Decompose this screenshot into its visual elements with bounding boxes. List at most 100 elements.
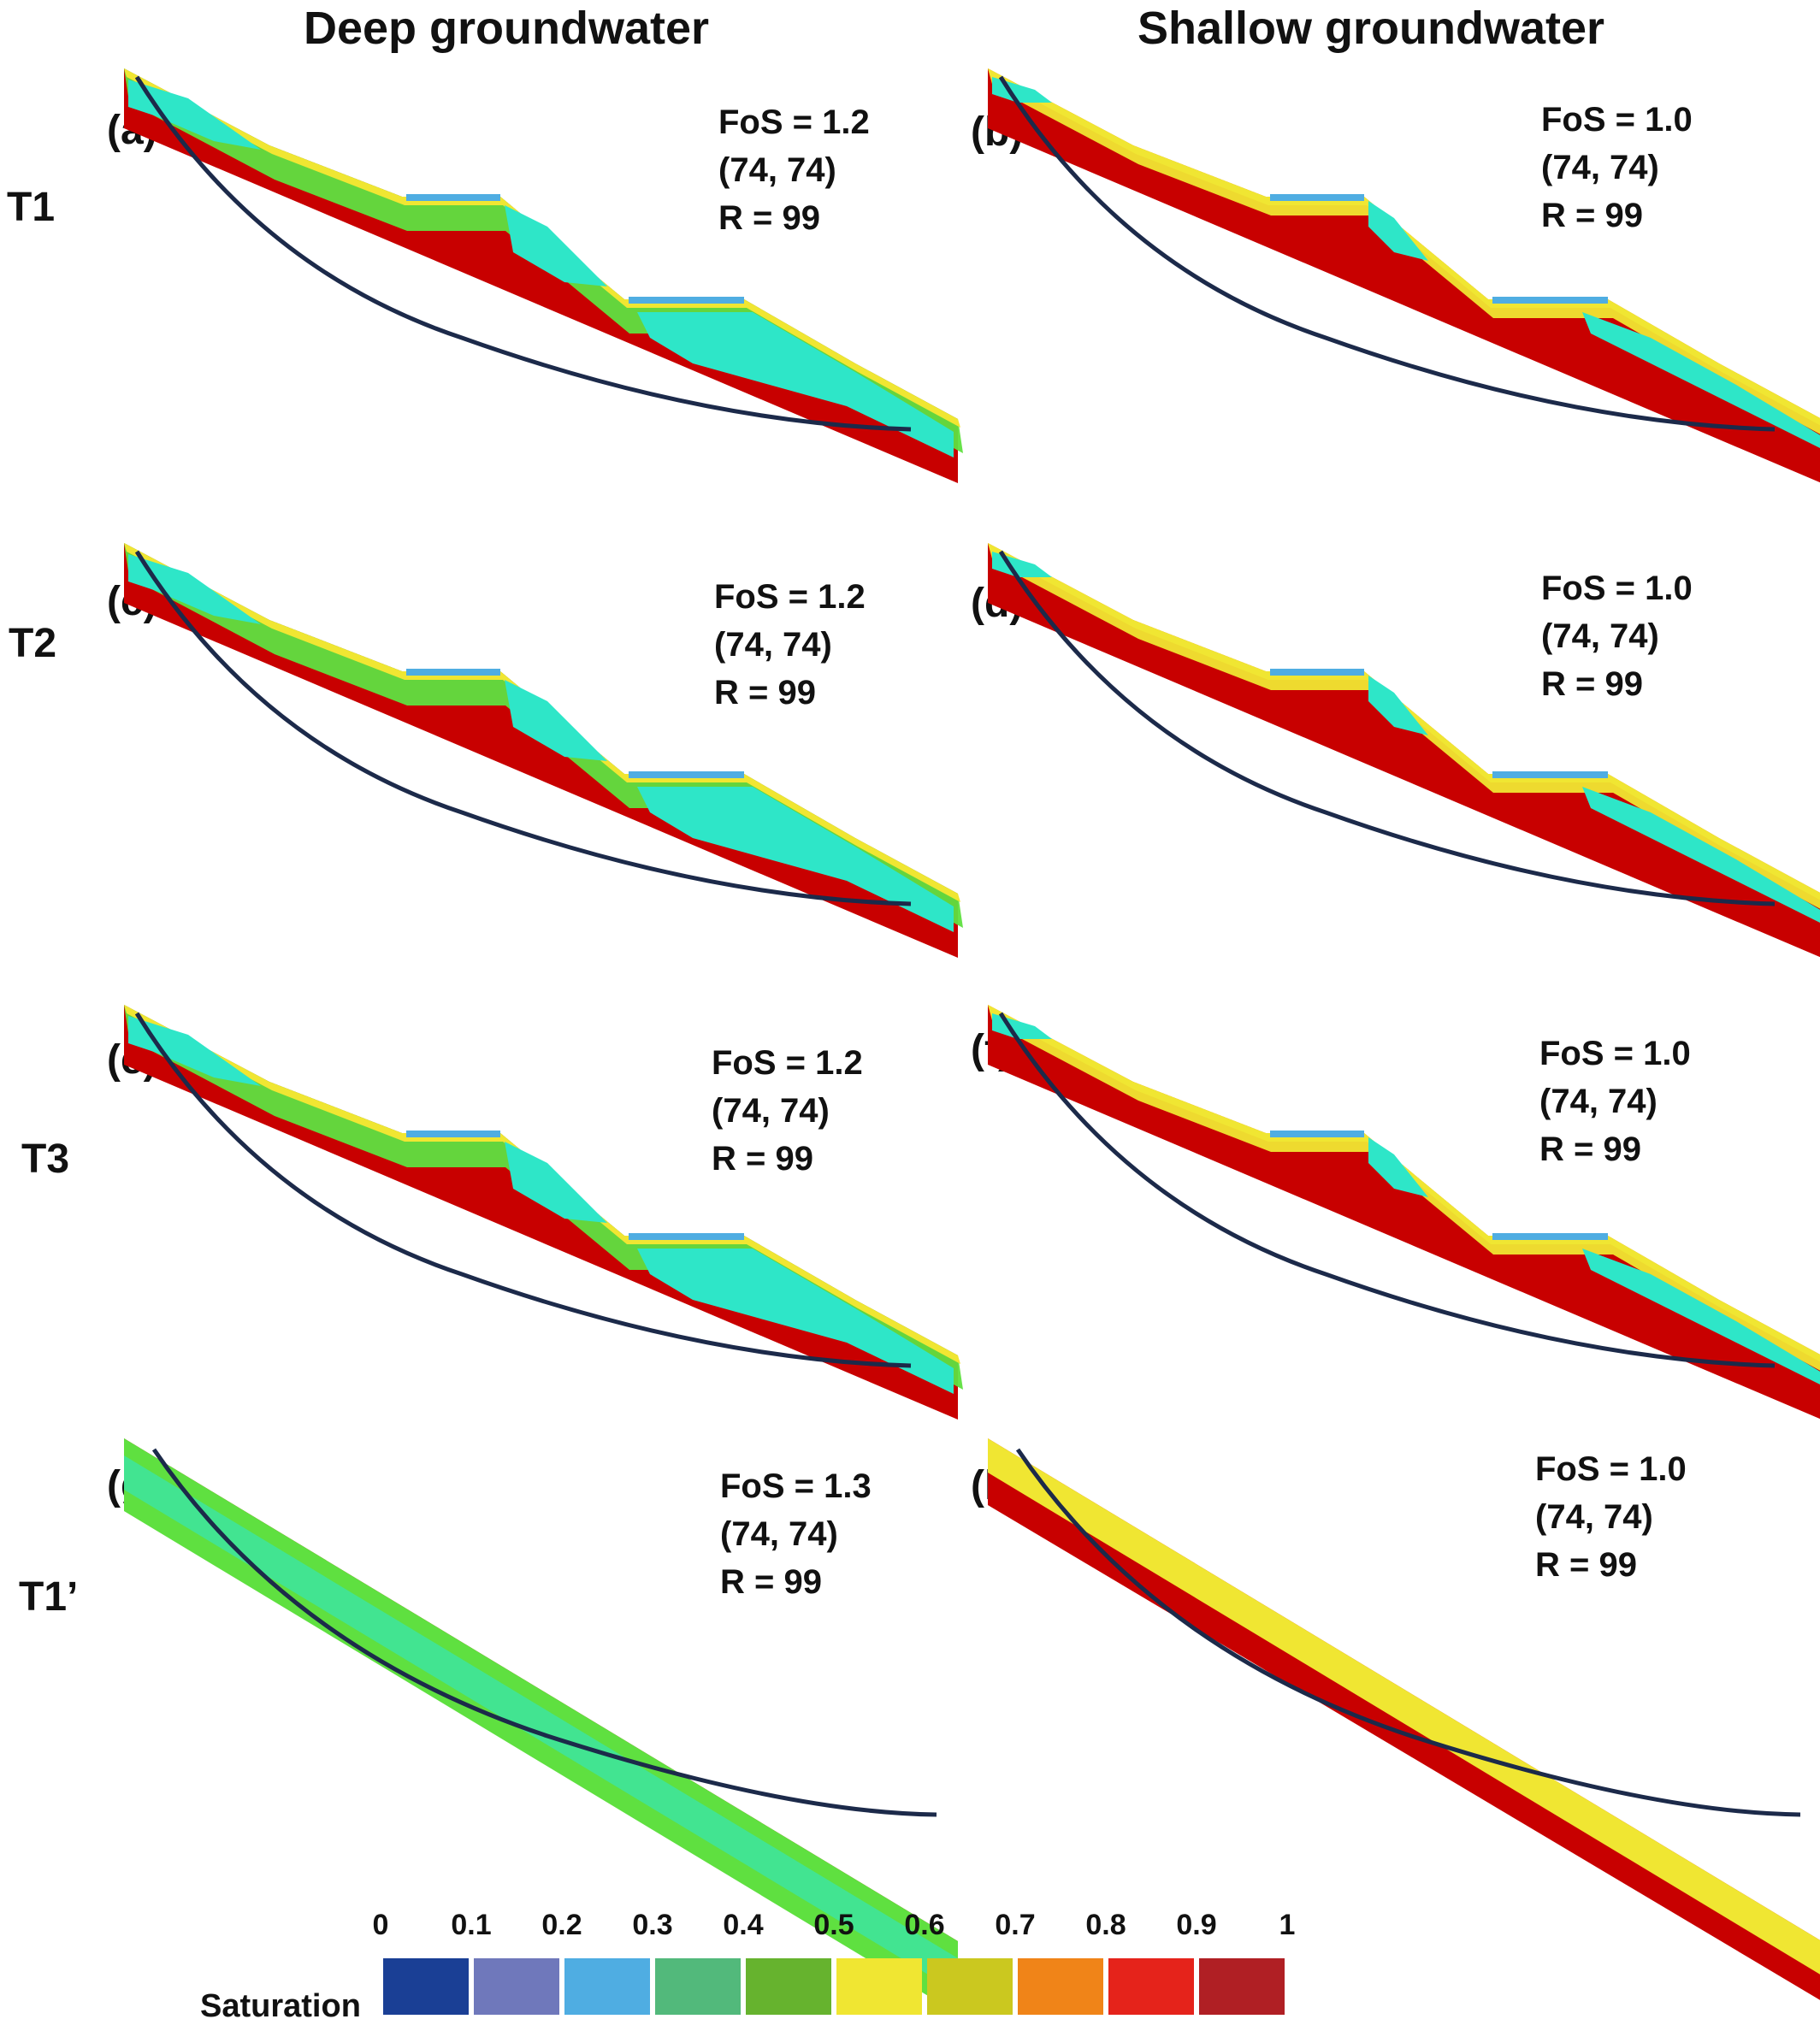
- slip-radius-label: R = 99: [1541, 197, 1643, 234]
- annotation: FoS = 1.0 (74, 74) R = 99: [1535, 1445, 1687, 1589]
- ponded-water-lower: [1492, 297, 1608, 304]
- dry-core-middle: [505, 1142, 607, 1223]
- dry-core-lower: [1582, 1249, 1820, 1384]
- annotation: FoS = 1.2 (74, 74) R = 99: [712, 1039, 863, 1183]
- slip-center-label: (74, 74): [1535, 1498, 1653, 1536]
- ponded-water-upper: [406, 1131, 500, 1137]
- slip-radius-label: R = 99: [720, 1563, 822, 1601]
- dry-core-middle: [505, 680, 607, 761]
- slope-section: [988, 543, 1820, 958]
- panel-a: (a) FoS = 1.2 (74, 74) R = 99: [103, 68, 966, 560]
- annotation: FoS = 1.0 (74, 74) R = 99: [1541, 96, 1693, 239]
- legend-title: Saturation: [200, 1988, 361, 2024]
- dry-core-upper: [128, 80, 261, 150]
- fos-label: FoS = 1.2: [714, 578, 866, 616]
- slope-section: [124, 1005, 963, 1420]
- dry-core-middle: [1368, 1137, 1428, 1197]
- legend-tick: 0.4: [723, 1909, 764, 1941]
- dry-core-middle: [1368, 201, 1428, 261]
- ponded-water-lower: [1492, 771, 1608, 778]
- slip-surface: [998, 550, 1776, 906]
- dry-core-lower: [637, 787, 954, 932]
- annotation: FoS = 1.3 (74, 74) R = 99: [720, 1462, 872, 1606]
- slip-surface: [134, 75, 912, 432]
- panel-h: (h) FoS = 1.0 (74, 74) R = 99: [966, 1438, 1820, 2000]
- row-label-t1-prime: T1’: [19, 1574, 79, 1620]
- legend-tick: 0.1: [451, 1909, 492, 1941]
- ponded-water-upper: [1270, 194, 1364, 201]
- dry-core-lower: [1582, 787, 1820, 923]
- legend-tick: 0.5: [813, 1909, 854, 1941]
- unsaturated-band: [988, 1438, 1820, 1975]
- legend-swatch: [655, 1958, 741, 2015]
- dry-core-upper: [128, 1016, 261, 1086]
- legend-tick: 1: [1279, 1909, 1296, 1941]
- annotation: FoS = 1.2 (74, 74) R = 99: [718, 98, 870, 242]
- slope-section: [124, 543, 963, 958]
- saturated-zone: [988, 68, 1820, 483]
- slip-center-label: (74, 74): [1541, 149, 1659, 186]
- ponded-water-lower: [629, 771, 744, 778]
- ponded-water-lower: [629, 1233, 744, 1240]
- row-label-t3: T3: [21, 1136, 70, 1182]
- ponded-water-upper: [1270, 1131, 1364, 1137]
- slope-section: [124, 1438, 958, 2014]
- slip-surface: [998, 1012, 1776, 1368]
- slip-surface: [998, 75, 1776, 432]
- fos-label: FoS = 1.0: [1541, 101, 1693, 139]
- fos-label: FoS = 1.3: [720, 1467, 872, 1505]
- column-title-shallow: Shallow groundwater: [1138, 3, 1605, 54]
- dry-core: [124, 1455, 958, 1993]
- dry-core-middle: [1368, 676, 1428, 735]
- slope-section: [988, 1005, 1820, 1420]
- ponded-water-lower: [1492, 1233, 1608, 1240]
- slip-center-label: (74, 74): [712, 1092, 830, 1130]
- legend-swatch: [746, 1958, 831, 2015]
- row-label-t2: T2: [9, 621, 57, 666]
- legend-tick: 0.3: [632, 1909, 673, 1941]
- slip-radius-label: R = 99: [1541, 665, 1643, 703]
- slope-section: [988, 1438, 1820, 2000]
- slip-radius-label: R = 99: [718, 199, 820, 237]
- column-title-deep: Deep groundwater: [304, 3, 710, 54]
- legend-swatch: [1108, 1958, 1194, 2015]
- panel-c: (c) FoS = 1.2 (74, 74) R = 99: [103, 543, 966, 1035]
- panel-f: (f) FoS = 1.0 (74, 74) R = 99: [966, 1005, 1820, 1497]
- slip-center-label: (74, 74): [714, 626, 832, 664]
- panel-e: (e) FoS = 1.2 (74, 74) R = 99: [103, 1005, 966, 1497]
- slip-surface: [134, 1012, 912, 1368]
- legend-swatch: [383, 1958, 469, 2015]
- legend-swatch: [564, 1958, 650, 2015]
- annotation: FoS = 1.0 (74, 74) R = 99: [1539, 1030, 1691, 1173]
- dry-core-lower: [637, 312, 954, 458]
- dry-core-middle: [505, 205, 607, 286]
- annotation: FoS = 1.2 (74, 74) R = 99: [714, 573, 866, 717]
- slope-section: [124, 68, 963, 483]
- panel-b: (b) FoS = 1.0 (74, 74) R = 99: [966, 68, 1820, 560]
- slip-center-label: (74, 74): [720, 1515, 838, 1553]
- panel-g: (g) FoS = 1.3 (74, 74) R = 99: [103, 1438, 966, 2014]
- slip-surface: [1015, 1448, 1801, 1817]
- ponded-water-lower: [629, 297, 744, 304]
- legend-swatch: [1018, 1958, 1103, 2015]
- legend-tick: 0: [372, 1909, 389, 1941]
- saturated-zone: [988, 1005, 1820, 1420]
- slip-radius-label: R = 99: [714, 674, 816, 711]
- annotation: FoS = 1.0 (74, 74) R = 99: [1541, 564, 1693, 708]
- dry-core-lower: [1582, 312, 1820, 448]
- slip-radius-label: R = 99: [1539, 1131, 1641, 1168]
- slip-center-label: (74, 74): [1539, 1083, 1658, 1120]
- slip-radius-label: R = 99: [712, 1140, 813, 1178]
- ponded-water-upper: [406, 194, 500, 201]
- ponded-water-upper: [1270, 669, 1364, 676]
- slip-surface: [134, 550, 912, 906]
- fos-label: FoS = 1.0: [1541, 570, 1693, 607]
- legend-swatch: [836, 1958, 922, 2015]
- fos-label: FoS = 1.2: [712, 1044, 863, 1082]
- panel-d: (d) FoS = 1.0 (74, 74) R = 99: [966, 543, 1820, 1035]
- legend-tick: 0.9: [1176, 1909, 1217, 1941]
- slip-surface: [151, 1448, 937, 1817]
- legend-tick: 0.7: [995, 1909, 1036, 1941]
- dry-core-lower: [637, 1249, 954, 1394]
